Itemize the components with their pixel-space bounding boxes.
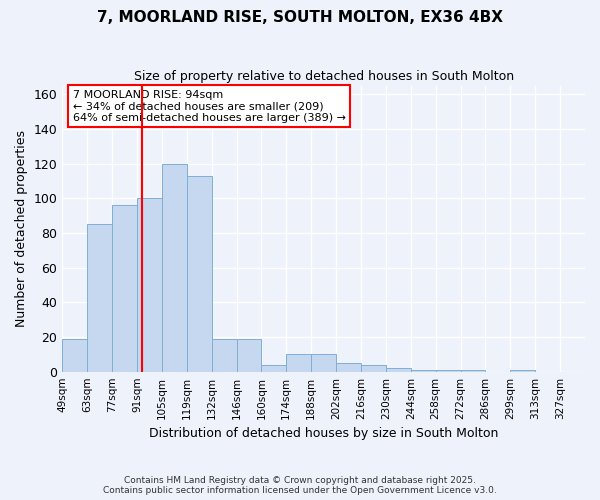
- Bar: [286, 354, 311, 372]
- Bar: [461, 370, 485, 372]
- Bar: [212, 338, 236, 372]
- Bar: [336, 363, 361, 372]
- Bar: [361, 364, 386, 372]
- Text: 7 MOORLAND RISE: 94sqm
← 34% of detached houses are smaller (209)
64% of semi-de: 7 MOORLAND RISE: 94sqm ← 34% of detached…: [73, 90, 346, 123]
- Bar: [386, 368, 411, 372]
- X-axis label: Distribution of detached houses by size in South Molton: Distribution of detached houses by size …: [149, 427, 499, 440]
- Bar: [436, 370, 461, 372]
- Bar: [187, 176, 212, 372]
- Bar: [411, 370, 436, 372]
- Bar: [112, 205, 137, 372]
- Bar: [87, 224, 112, 372]
- Text: Contains HM Land Registry data © Crown copyright and database right 2025.
Contai: Contains HM Land Registry data © Crown c…: [103, 476, 497, 495]
- Bar: [137, 198, 162, 372]
- Y-axis label: Number of detached properties: Number of detached properties: [15, 130, 28, 327]
- Bar: [162, 164, 187, 372]
- Bar: [236, 338, 262, 372]
- Title: Size of property relative to detached houses in South Molton: Size of property relative to detached ho…: [134, 70, 514, 83]
- Text: 7, MOORLAND RISE, SOUTH MOLTON, EX36 4BX: 7, MOORLAND RISE, SOUTH MOLTON, EX36 4BX: [97, 10, 503, 25]
- Bar: [62, 338, 87, 372]
- Bar: [311, 354, 336, 372]
- Bar: [262, 364, 286, 372]
- Bar: [511, 370, 535, 372]
